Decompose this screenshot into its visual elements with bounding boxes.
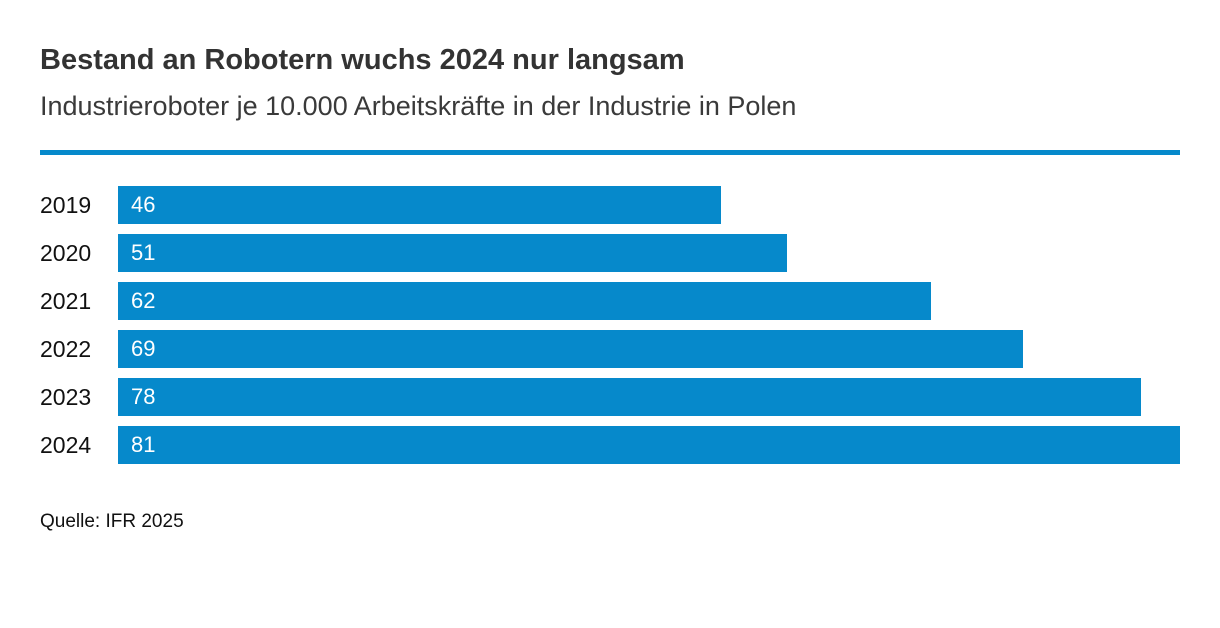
chart-row-2024: 2024 81 <box>40 426 1180 464</box>
year-label: 2022 <box>40 335 92 362</box>
value-label: 81 <box>131 432 156 457</box>
value-label: 62 <box>131 288 156 313</box>
year-label: 2021 <box>40 287 92 314</box>
accent-divider <box>40 150 1180 155</box>
source-note: Quelle: IFR 2025 <box>40 511 184 532</box>
chart-row-2023: 2023 78 <box>40 378 1180 416</box>
year-label: 2024 <box>40 431 92 458</box>
bar-track: 69 <box>118 330 1180 368</box>
bar-chart: 2019 46 2020 51 2021 62 <box>40 186 1180 464</box>
bar-track: 46 <box>118 186 1180 224</box>
value-label: 78 <box>131 384 156 409</box>
bar-track: 78 <box>118 378 1180 416</box>
bar-2020: 51 <box>118 234 787 272</box>
chart-row-2021: 2021 62 <box>40 282 1180 320</box>
bar-track: 81 <box>118 426 1180 464</box>
year-label: 2020 <box>40 239 92 266</box>
chart-card: Bestand an Robotern wuchs 2024 nur langs… <box>0 44 1220 533</box>
bar-2019: 46 <box>118 186 722 224</box>
value-label: 69 <box>131 336 156 361</box>
chart-row-2020: 2020 51 <box>40 234 1180 272</box>
value-label: 46 <box>131 192 156 217</box>
bar-track: 62 <box>118 282 1180 320</box>
bar-track: 51 <box>118 234 1180 272</box>
bar-2021: 62 <box>118 282 931 320</box>
bar-2022: 69 <box>118 330 1023 368</box>
chart-title: Bestand an Robotern wuchs 2024 nur langs… <box>40 44 685 76</box>
bar-2023: 78 <box>118 378 1141 416</box>
chart-row-2019: 2019 46 <box>40 186 1180 224</box>
bar-2024: 81 <box>118 426 1180 464</box>
chart-subtitle: Industrieroboter je 10.000 Arbeitskräfte… <box>40 91 797 121</box>
year-label: 2019 <box>40 191 92 218</box>
year-label: 2023 <box>40 383 92 410</box>
value-label: 51 <box>131 240 156 265</box>
chart-row-2022: 2022 69 <box>40 330 1180 368</box>
